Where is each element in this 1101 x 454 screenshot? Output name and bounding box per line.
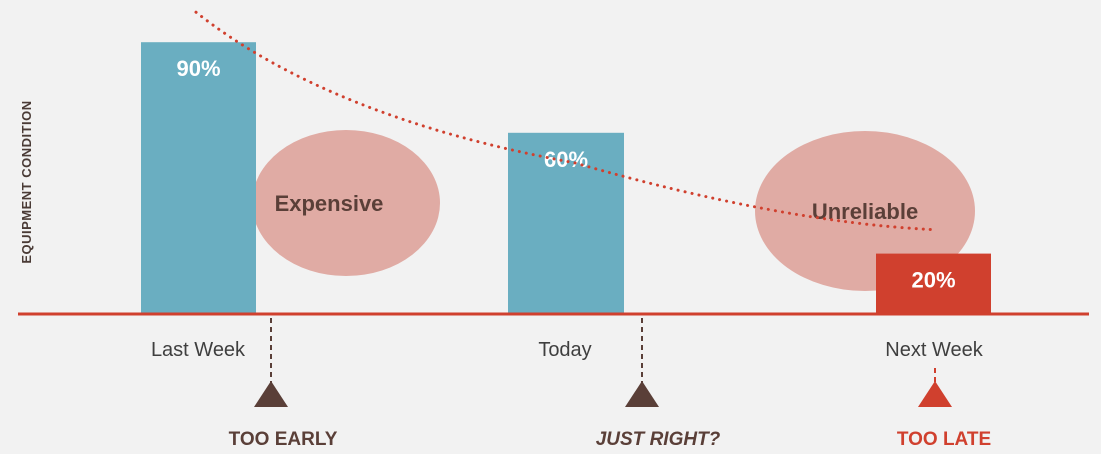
bubble-label-unreliable: Unreliable (812, 199, 918, 224)
triangle-icon (254, 381, 288, 407)
bubbles-layer (252, 130, 975, 291)
marker-label: TOO LATE (897, 429, 991, 450)
trend-line (194, 10, 934, 232)
category-label: Last Week (151, 339, 246, 361)
marker-label: TOO EARLY (229, 429, 338, 450)
category-label: Today (538, 339, 591, 361)
bars-layer: 90% 60% 20% (141, 42, 991, 314)
value-label: 90% (176, 56, 220, 81)
category-label: Next Week (885, 339, 983, 361)
marker-label: JUST RIGHT? (596, 429, 721, 450)
value-label: 60% (544, 147, 588, 172)
timing-markers: TOO EARLY JUST RIGHT? TOO LATE (229, 318, 991, 450)
bar-last-week (141, 42, 256, 314)
bubble-expensive (252, 130, 440, 276)
bubble-label-expensive: Expensive (275, 191, 384, 216)
triangle-icon (625, 381, 659, 407)
bubble-text-layer: Expensive Unreliable (275, 191, 919, 224)
triangle-icon (918, 381, 952, 407)
bar-today (508, 132, 624, 314)
value-label: 20% (911, 268, 955, 293)
bubble-unreliable (755, 131, 975, 291)
y-axis-label: EQUIPMENT CONDITION (19, 100, 34, 263)
category-labels: Last Week Today Next Week (151, 339, 984, 361)
bar-next-week (876, 253, 991, 314)
